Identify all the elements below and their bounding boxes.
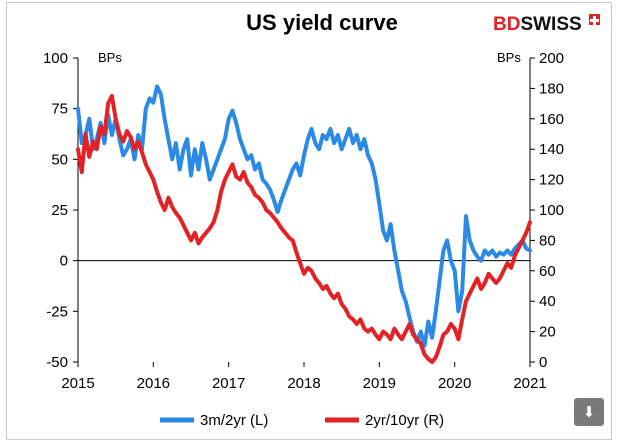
left-tick-label: 75 bbox=[51, 101, 68, 118]
right-tick-label: 160 bbox=[539, 111, 564, 128]
svg-text:BDSWISS: BDSWISS bbox=[493, 14, 582, 35]
series-layer bbox=[76, 84, 532, 364]
right-tick-label: 140 bbox=[539, 141, 564, 158]
brand-name-red: BD bbox=[493, 14, 520, 35]
series-line-2yr10yr bbox=[76, 94, 532, 364]
x-tick-label: 2015 bbox=[61, 375, 94, 392]
left-axis-unit: BPs bbox=[98, 50, 122, 65]
left-tick-label: -50 bbox=[46, 354, 68, 371]
left-tick-label: 100 bbox=[43, 50, 68, 67]
right-tick-label: 200 bbox=[539, 50, 564, 67]
right-tick-label: 20 bbox=[539, 324, 556, 341]
legend: 3m/2yr (L) 2yr/10yr (R) bbox=[160, 412, 444, 429]
right-tick-label: 60 bbox=[539, 263, 556, 280]
right-tick-label: 120 bbox=[539, 172, 564, 189]
left-tick-label: 50 bbox=[51, 151, 68, 168]
brand-logo: BDSWISS bbox=[493, 14, 600, 35]
x-tick-label: 2021 bbox=[513, 375, 546, 392]
axes: 1007550250-25-50200180160140120100806040… bbox=[43, 50, 564, 392]
x-tick-label: 2016 bbox=[137, 375, 170, 392]
series-line-3m2yr bbox=[76, 84, 532, 348]
legend-label-3m2yr: 3m/2yr (L) bbox=[200, 412, 268, 429]
left-tick-label: 25 bbox=[51, 202, 68, 219]
right-tick-label: 100 bbox=[539, 202, 564, 219]
right-axis-unit: BPs bbox=[497, 50, 521, 65]
download-button[interactable]: ⬇ bbox=[574, 398, 604, 426]
x-tick-label: 2019 bbox=[363, 375, 396, 392]
download-icon: ⬇ bbox=[582, 403, 596, 421]
brand-name-black: SWISS bbox=[520, 14, 581, 35]
chart-frame bbox=[6, 2, 612, 440]
right-tick-label: 80 bbox=[539, 232, 556, 249]
right-tick-label: 0 bbox=[539, 354, 547, 371]
x-tick-label: 2017 bbox=[212, 375, 245, 392]
x-tick-label: 2020 bbox=[438, 375, 471, 392]
left-tick-label: 0 bbox=[60, 253, 68, 270]
legend-label-2yr10yr: 2yr/10yr (R) bbox=[365, 412, 444, 429]
chart-title: US yield curve bbox=[246, 10, 398, 35]
right-tick-label: 180 bbox=[539, 80, 564, 97]
left-tick-label: -25 bbox=[46, 303, 68, 320]
right-tick-label: 40 bbox=[539, 293, 556, 310]
x-tick-label: 2018 bbox=[287, 375, 320, 392]
